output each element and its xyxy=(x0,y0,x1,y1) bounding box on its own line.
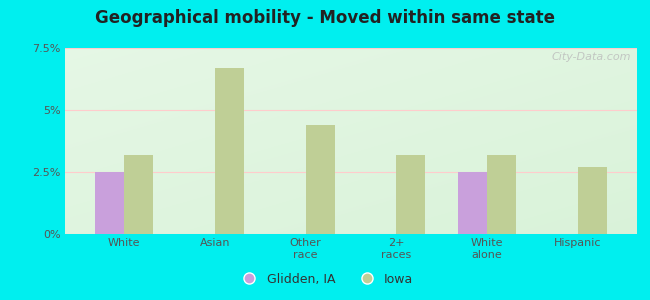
Bar xyxy=(578,167,607,234)
Text: Geographical mobility - Moved within same state: Geographical mobility - Moved within sam… xyxy=(95,9,555,27)
Bar xyxy=(306,125,335,234)
Bar xyxy=(488,154,516,234)
Bar xyxy=(95,172,124,234)
Bar xyxy=(396,154,426,234)
Legend: Glidden, IA, Iowa: Glidden, IA, Iowa xyxy=(232,268,418,291)
Bar xyxy=(214,68,244,234)
Text: City-Data.com: City-Data.com xyxy=(552,52,631,62)
Bar xyxy=(458,172,488,234)
Bar xyxy=(124,154,153,234)
